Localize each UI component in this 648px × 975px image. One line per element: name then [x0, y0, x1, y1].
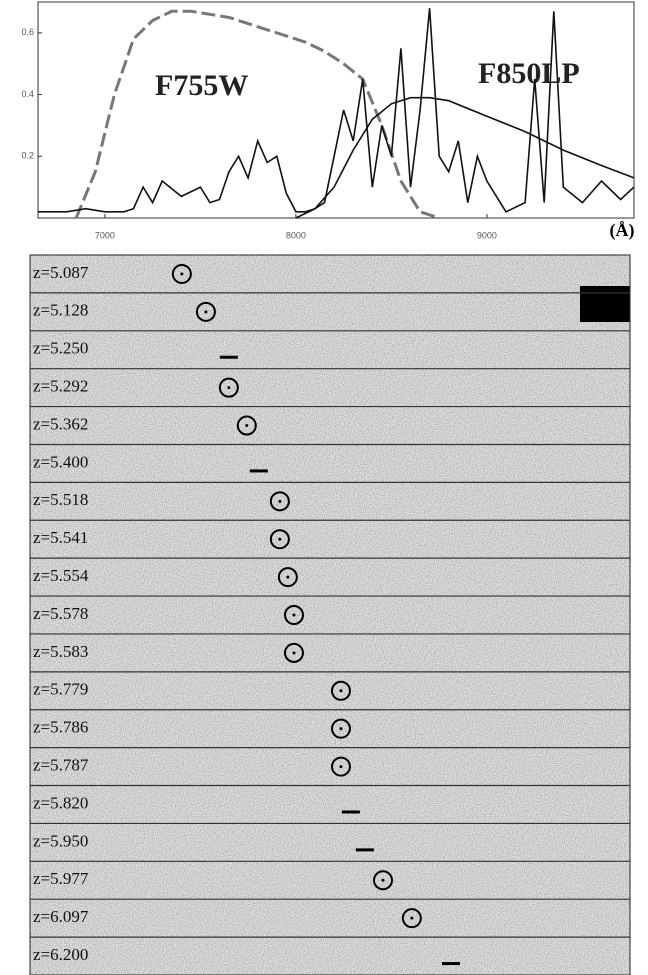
strip-noise	[30, 255, 630, 975]
line-marker	[330, 680, 351, 701]
line-dot	[278, 537, 282, 541]
line-marker	[330, 718, 351, 739]
line-dot	[410, 916, 414, 920]
line-dot	[227, 386, 231, 390]
redshift-label: z=5.578	[33, 604, 88, 623]
redshift-label: z=5.554	[33, 566, 89, 585]
line-marker	[236, 415, 257, 436]
line-dot	[292, 651, 296, 655]
y-tick-label: 0.2	[21, 151, 34, 161]
redshift-label: z=6.097	[33, 907, 89, 926]
redshift-label: z=5.977	[33, 869, 89, 888]
redshift-label: z=5.250	[33, 339, 88, 358]
line-marker	[283, 605, 304, 625]
line-dot	[204, 310, 208, 314]
y-tick-label: 0.4	[21, 89, 34, 99]
redshift-label: z=5.128	[33, 301, 88, 320]
redshift-label: z=5.820	[33, 793, 88, 812]
redshift-label: z=5.087	[33, 263, 89, 282]
masked-region	[580, 286, 630, 322]
line-dot	[339, 727, 343, 731]
x-tick-label: 7000	[95, 230, 115, 240]
line-marker	[269, 491, 290, 512]
strip-frame	[29, 254, 631, 975]
line-marker	[277, 567, 298, 588]
line-dot	[339, 765, 343, 769]
line-marker	[195, 301, 216, 322]
series-label: F755W	[155, 69, 248, 102]
redshift-label: z=5.786	[33, 718, 88, 737]
line-dot	[292, 613, 296, 617]
line-marker	[401, 908, 422, 929]
line-dot	[180, 272, 184, 276]
redshift-label: z=5.541	[33, 528, 88, 547]
line-marker	[269, 529, 290, 550]
x-tick-label: 8000	[286, 230, 306, 240]
redshift-label: z=5.787	[33, 755, 89, 774]
redshift-label: z=6.200	[33, 945, 88, 964]
line-marker-bar	[249, 469, 268, 473]
redshift-label: z=5.950	[33, 831, 88, 850]
line-dot	[245, 424, 249, 428]
series-line	[74, 9, 440, 220]
plot-frame	[37, 1, 635, 219]
line-marker-bar	[219, 355, 238, 359]
x-tick-label: 9000	[477, 230, 497, 240]
line-marker-bar	[441, 962, 460, 966]
line-marker	[218, 377, 239, 398]
line-marker	[171, 263, 192, 284]
line-marker	[330, 756, 351, 777]
x-unit: (Å)	[610, 220, 635, 241]
redshift-label: z=5.518	[33, 490, 88, 509]
line-dot	[278, 499, 282, 503]
redshift-label: z=5.583	[33, 642, 88, 661]
redshift-label: z=5.779	[33, 680, 88, 699]
y-tick-label: 0.6	[21, 27, 34, 37]
line-dot	[381, 878, 385, 882]
series-label: F850LP	[478, 57, 580, 90]
line-marker-bar	[341, 810, 360, 814]
line-dot	[286, 575, 290, 579]
series-line	[38, 8, 635, 213]
line-marker-bar	[355, 848, 374, 852]
redshift-label: z=5.292	[33, 377, 88, 396]
line-marker	[372, 870, 393, 891]
series-line	[295, 96, 635, 219]
redshift-label: z=5.362	[33, 414, 88, 433]
line-marker	[283, 642, 304, 663]
line-dot	[339, 689, 343, 693]
redshift-label: z=5.400	[33, 452, 88, 471]
